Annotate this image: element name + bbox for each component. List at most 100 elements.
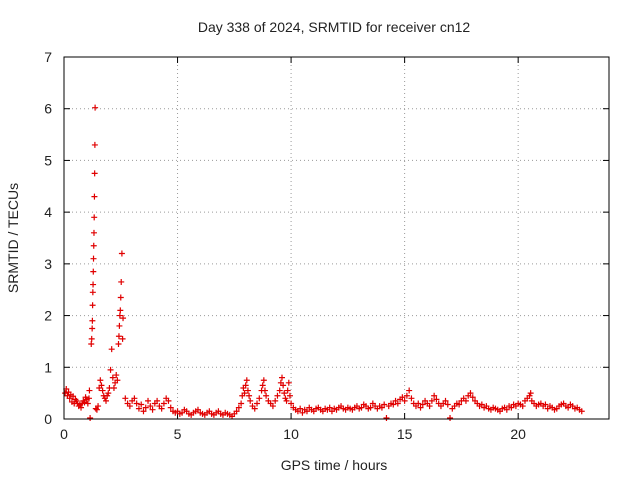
data-point bbox=[527, 390, 534, 397]
data-point bbox=[469, 394, 476, 401]
data-point bbox=[160, 400, 167, 407]
data-point bbox=[117, 307, 124, 314]
data-point bbox=[419, 401, 426, 408]
data-point bbox=[394, 400, 401, 407]
data-point bbox=[122, 395, 129, 402]
data-point bbox=[256, 395, 263, 402]
data-point bbox=[383, 414, 390, 421]
data-point bbox=[114, 377, 121, 384]
data-point bbox=[565, 404, 572, 411]
data-point bbox=[254, 400, 261, 407]
data-point bbox=[358, 404, 365, 411]
data-point bbox=[116, 322, 123, 329]
data-point bbox=[81, 399, 88, 406]
x-axis-label: GPS time / hours bbox=[281, 457, 388, 473]
data-point bbox=[426, 403, 433, 410]
data-point bbox=[194, 406, 201, 413]
data-point bbox=[89, 325, 96, 332]
data-point bbox=[97, 377, 104, 384]
data-point bbox=[503, 406, 510, 413]
data-point bbox=[433, 396, 440, 403]
data-point bbox=[145, 397, 152, 404]
data-point bbox=[84, 400, 91, 407]
data-points bbox=[62, 104, 585, 421]
data-point bbox=[93, 406, 100, 413]
data-point bbox=[179, 409, 186, 416]
x-tick-label: 0 bbox=[60, 426, 68, 442]
data-point bbox=[399, 394, 406, 401]
data-point bbox=[462, 397, 469, 404]
data-point bbox=[578, 408, 585, 415]
data-point bbox=[263, 392, 270, 399]
y-tick-label: 3 bbox=[44, 256, 52, 272]
data-point bbox=[90, 242, 97, 249]
data-point bbox=[467, 390, 474, 397]
data-point bbox=[88, 341, 95, 348]
data-point bbox=[444, 401, 451, 408]
data-point bbox=[378, 404, 385, 411]
data-point bbox=[109, 374, 116, 381]
data-point bbox=[140, 408, 147, 415]
data-point bbox=[428, 397, 435, 404]
y-tick-label: 7 bbox=[44, 49, 52, 65]
data-point bbox=[110, 384, 117, 391]
chart-title: Day 338 of 2024, SRMTID for receiver cn1… bbox=[198, 19, 471, 35]
data-point bbox=[91, 170, 98, 177]
data-point bbox=[261, 387, 268, 394]
data-point bbox=[138, 401, 145, 408]
data-point bbox=[115, 333, 122, 340]
y-tick-label: 2 bbox=[44, 308, 52, 324]
y-tick-label: 6 bbox=[44, 101, 52, 117]
x-tick-label: 10 bbox=[283, 426, 299, 442]
data-point bbox=[442, 397, 449, 404]
grid bbox=[64, 57, 609, 419]
data-point bbox=[149, 406, 156, 413]
data-point bbox=[90, 255, 97, 262]
data-point bbox=[118, 278, 125, 285]
data-point bbox=[66, 395, 73, 402]
data-point bbox=[243, 377, 250, 384]
data-point bbox=[142, 404, 149, 411]
data-point bbox=[85, 395, 92, 402]
data-point bbox=[406, 387, 413, 394]
data-point bbox=[113, 372, 120, 379]
data-point bbox=[115, 341, 122, 348]
data-point bbox=[251, 405, 258, 412]
data-point bbox=[90, 281, 97, 288]
data-point bbox=[286, 392, 293, 399]
data-point bbox=[108, 346, 115, 353]
data-point bbox=[95, 403, 102, 410]
data-point bbox=[99, 387, 106, 394]
data-point bbox=[167, 404, 174, 411]
data-point bbox=[120, 315, 127, 322]
data-point bbox=[417, 404, 424, 411]
data-point bbox=[508, 404, 515, 411]
data-point bbox=[89, 302, 96, 309]
data-point bbox=[272, 397, 279, 404]
data-point bbox=[542, 401, 549, 408]
data-point bbox=[259, 382, 266, 389]
plot-frame bbox=[63, 56, 610, 420]
ticks: 0 5 10 15 20 0 1 2 3 4 5 6 7 bbox=[44, 49, 609, 442]
data-point bbox=[70, 393, 77, 400]
data-point bbox=[244, 387, 251, 394]
data-point bbox=[288, 400, 295, 407]
data-point bbox=[381, 401, 388, 408]
data-point bbox=[367, 404, 374, 411]
data-point bbox=[447, 414, 454, 421]
data-point bbox=[478, 401, 485, 408]
data-point bbox=[133, 400, 140, 407]
data-point bbox=[246, 392, 253, 399]
data-point bbox=[280, 382, 287, 389]
data-point bbox=[135, 405, 142, 412]
data-point bbox=[456, 401, 463, 408]
data-point bbox=[283, 397, 290, 404]
data-point bbox=[98, 382, 105, 389]
data-point bbox=[415, 400, 422, 407]
data-point bbox=[91, 141, 98, 148]
data-point bbox=[299, 409, 306, 416]
data-point bbox=[284, 387, 291, 394]
data-point bbox=[91, 214, 98, 221]
data-point bbox=[274, 392, 281, 399]
data-point bbox=[126, 403, 133, 410]
